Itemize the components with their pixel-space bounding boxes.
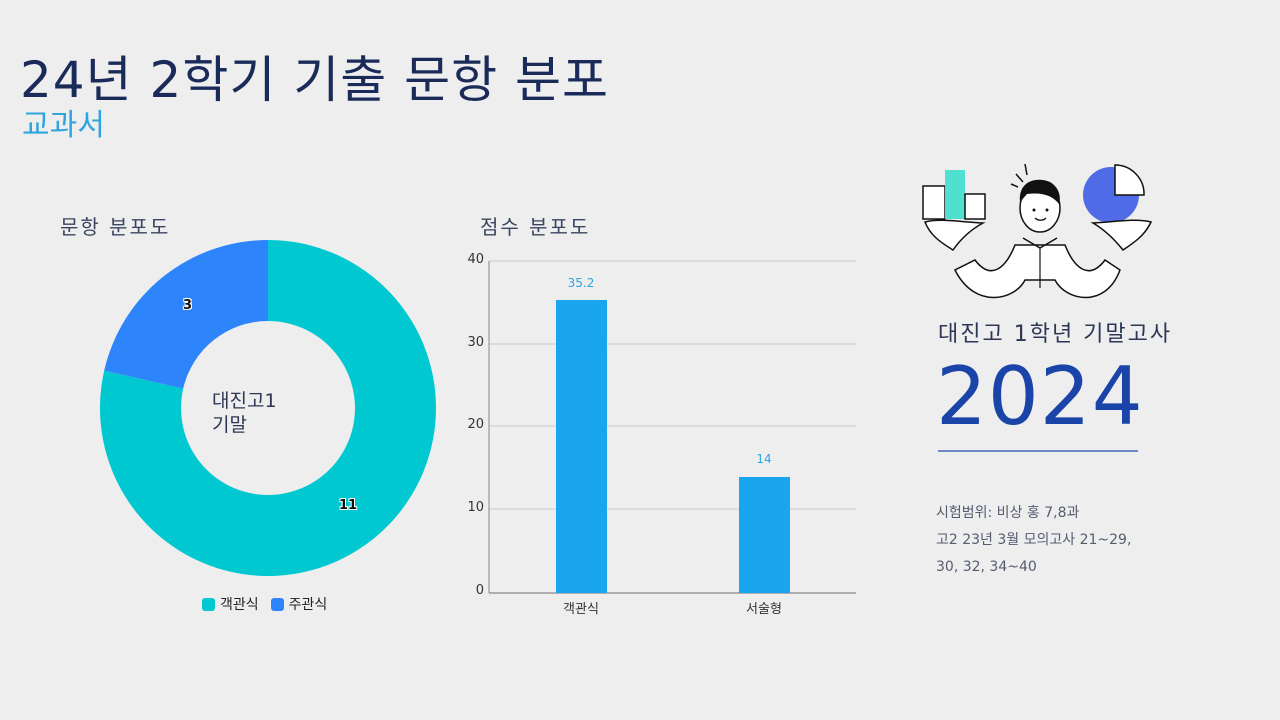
bar-value-essay: 14 xyxy=(756,452,772,466)
mini-bar-chart-icon xyxy=(922,170,986,220)
exam-range-line1: 시험범위: 비상 홍 7,8과 xyxy=(936,505,1080,521)
legend-label-objective: 객관식 xyxy=(220,597,259,613)
donut-slice-objective[interactable] xyxy=(99,240,436,576)
y-tick-40: 40 xyxy=(467,252,484,267)
exam-heading: 대진고 1학년 기말고사 xyxy=(938,322,1173,347)
y-tick-0: 0 xyxy=(475,583,484,598)
y-tick-20: 20 xyxy=(467,417,484,432)
person-juggling-charts-illustration xyxy=(922,163,1153,299)
donut-center-line1: 대진고1 xyxy=(212,390,277,412)
legend-item-objective[interactable]: 객관식 xyxy=(202,594,259,614)
donut-label-subjective: 3 xyxy=(183,298,193,313)
exam-range-line3: 30, 32, 34~40 xyxy=(936,559,1037,575)
exam-range: 시험범위: 비상 홍 7,8과 고2 23년 3월 모의고사 21~29, 30… xyxy=(936,500,1131,581)
exam-year: 2024 xyxy=(936,350,1144,443)
donut-legend: 객관식 주관식 xyxy=(202,594,333,614)
page-subtitle: 교과서 xyxy=(22,108,105,143)
mini-pie-chart-icon xyxy=(1083,164,1145,223)
divider-line xyxy=(938,450,1138,452)
bar-gridlines xyxy=(489,260,856,510)
legend-label-subjective: 주관식 xyxy=(288,597,328,613)
x-tick-essay: 서술형 xyxy=(746,602,782,617)
y-tick-10: 10 xyxy=(467,500,484,515)
bar-value-objective: 35.2 xyxy=(567,276,595,290)
legend-item-subjective[interactable]: 주관식 xyxy=(270,594,328,614)
donut-label-objective: 11 xyxy=(339,498,358,513)
page-title: 24년 2학기 기출 문항 분포 xyxy=(20,51,610,109)
legend-swatch-subjective xyxy=(270,597,284,611)
x-tick-objective: 객관식 xyxy=(563,602,599,617)
legend-swatch-objective xyxy=(202,597,215,611)
donut-center-text: 대진고1 기말 xyxy=(212,389,277,437)
donut-chart-title: 문항 분포도 xyxy=(60,215,171,239)
bar-objective[interactable] xyxy=(556,300,607,593)
exam-range-line2: 고2 23년 3월 모의고사 21~29, xyxy=(936,532,1132,548)
donut-center-line2: 기말 xyxy=(212,414,247,436)
donut-slice-subjective[interactable] xyxy=(104,239,268,389)
bar-chart-title: 점수 분포도 xyxy=(480,215,591,239)
bar-essay[interactable] xyxy=(739,477,790,593)
y-tick-30: 30 xyxy=(467,335,484,350)
